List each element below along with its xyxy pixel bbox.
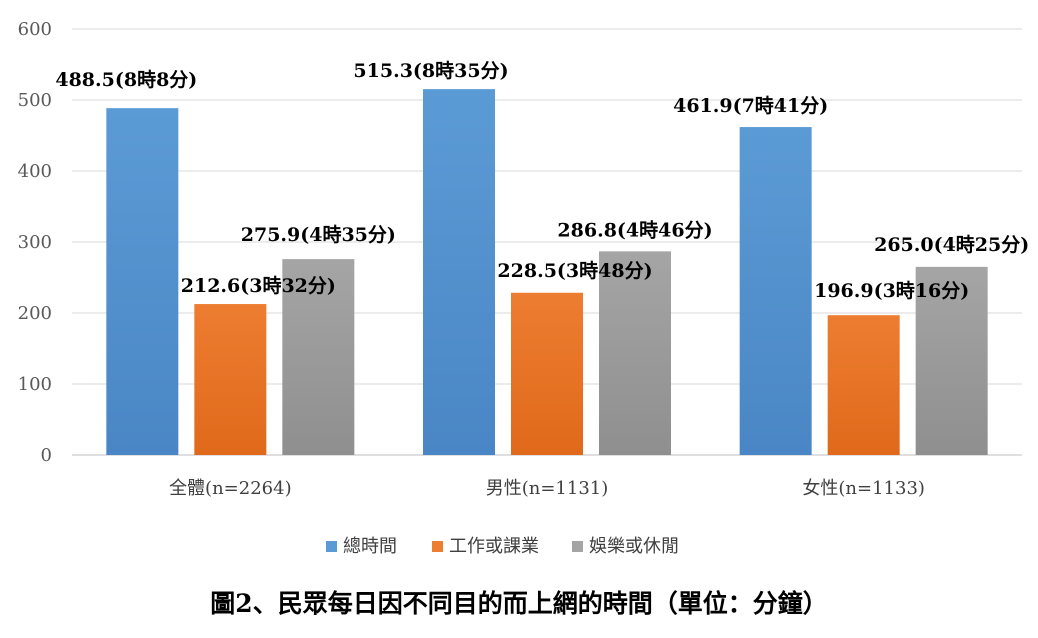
data-label: 212.6(3時32分)	[181, 275, 336, 297]
x-category-label: 女性(n=1133)	[802, 478, 925, 499]
bar-2-3	[599, 251, 671, 455]
y-axis-ticks: 0 100 200 300 400 500 600	[18, 19, 52, 466]
bar-1-2	[194, 304, 267, 455]
y-tick-label: 300	[18, 232, 52, 253]
y-tick-label: 500	[18, 90, 52, 111]
data-labels: 488.5(8時8分) 212.6(3時32分) 275.9(4時35分) 515.3…	[55, 60, 1029, 302]
legend-label: 娛樂或休閒	[589, 536, 679, 557]
data-label: 515.3(8時35分)	[353, 60, 508, 82]
y-tick-label: 400	[18, 161, 52, 182]
data-label: 286.8(4時46分)	[557, 219, 712, 241]
data-label: 265.0(4時25分)	[874, 234, 1029, 256]
bar-1-1	[106, 108, 179, 455]
bars	[106, 89, 988, 456]
x-axis-categories: 全體(n=2264) 男性(n=1131) 女性(n=1133)	[169, 478, 925, 499]
legend-swatch-3	[572, 541, 583, 552]
y-tick-label: 600	[18, 19, 52, 40]
legend-swatch-2	[432, 541, 443, 552]
data-label: 196.9(3時16分)	[814, 280, 969, 302]
x-category-label: 男性(n=1131)	[486, 478, 609, 499]
figure-caption: 圖2、民眾每日因不同目的而上網的時間（單位：分鐘）	[210, 589, 827, 618]
legend: 總時間 工作或課業 娛樂或休閒	[326, 536, 679, 557]
data-label: 275.9(4時35分)	[241, 224, 396, 246]
bar-2-2	[511, 292, 583, 455]
y-tick-label: 200	[18, 303, 52, 324]
bar-2-1	[423, 89, 495, 456]
data-label: 461.9(7時41分)	[673, 95, 828, 117]
data-label: 488.5(8時8分)	[55, 69, 197, 91]
bar-3-2	[827, 315, 900, 455]
legend-swatch-1	[326, 541, 337, 552]
bar-3-1	[739, 127, 812, 456]
legend-label: 工作或課業	[449, 536, 539, 557]
bar-1-3	[282, 259, 355, 455]
y-tick-label: 0	[41, 445, 52, 466]
data-label: 228.5(3時48分)	[497, 260, 652, 282]
y-tick-label: 100	[18, 374, 52, 395]
legend-label: 總時間	[343, 536, 397, 557]
x-category-label: 全體(n=2264)	[169, 478, 292, 499]
bar-3-3	[915, 266, 988, 455]
